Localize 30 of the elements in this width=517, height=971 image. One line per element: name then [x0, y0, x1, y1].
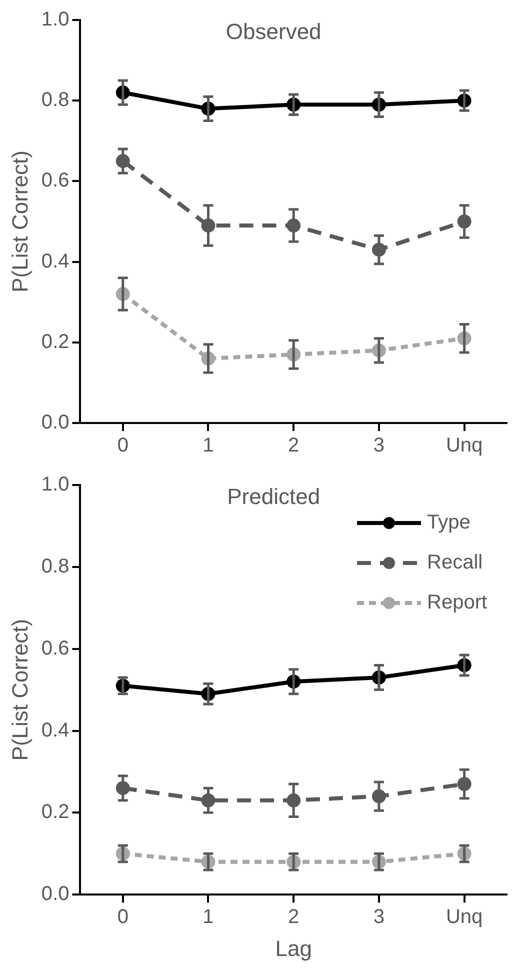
legend-label: Report — [427, 592, 488, 614]
y-tick-label: 0.0 — [41, 412, 70, 434]
legend-label: Recall — [427, 552, 483, 574]
x-tick-label: Unq — [446, 434, 483, 457]
y-tick-label: 0.4 — [41, 250, 70, 272]
x-tick-label: 3 — [373, 906, 385, 928]
x-tick-label: 1 — [202, 434, 214, 457]
y-axis-title: P(List Correct) — [7, 150, 32, 292]
x-tick-label: 0 — [117, 434, 128, 457]
chart-title: Observed — [226, 19, 322, 44]
y-tick-label: 0.6 — [41, 637, 70, 660]
x-tick-label: 2 — [288, 906, 300, 928]
x-tick-label: 1 — [202, 906, 214, 928]
y-tick-label: 0.2 — [41, 801, 70, 824]
x-tick-label: 3 — [373, 434, 385, 457]
x-tick-label: 2 — [288, 434, 300, 457]
y-tick-label: 0.2 — [41, 330, 70, 353]
y-tick-label: 0.8 — [41, 89, 70, 112]
x-tick-label: 0 — [117, 906, 128, 928]
y-tick-label: 0.6 — [41, 170, 70, 192]
y-tick-label: 1.0 — [41, 8, 70, 31]
x-axis-title: Lag — [275, 936, 312, 961]
y-tick-label: 0.8 — [41, 555, 70, 578]
chart-title: Predicted — [227, 484, 320, 510]
x-tick-label: Unq — [446, 906, 483, 928]
y-tick-label: 0.0 — [41, 883, 70, 906]
legend-label: Type — [427, 512, 470, 534]
y-axis-title: P(List Correct) — [7, 618, 32, 761]
y-tick-label: 1.0 — [41, 474, 70, 496]
y-tick-label: 0.4 — [41, 719, 70, 742]
